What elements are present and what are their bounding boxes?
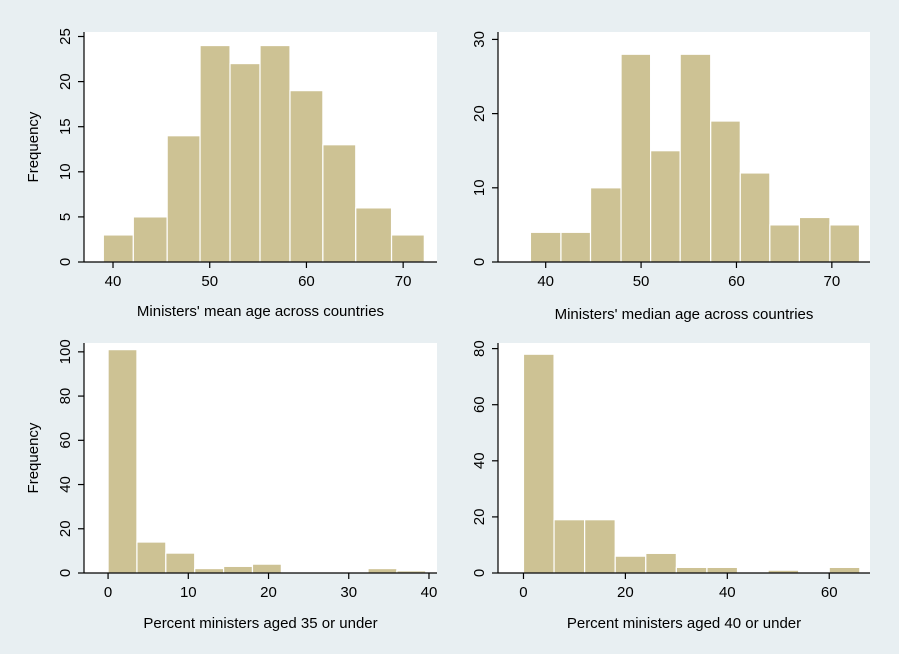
bar — [194, 567, 225, 574]
x-tick-label: 40 — [105, 273, 122, 290]
bar — [645, 552, 677, 574]
x-tick-label: 60 — [728, 273, 745, 290]
y-tick-label: 20 — [471, 105, 488, 122]
y-tick-label: 80 — [471, 340, 488, 357]
x-tick-label: 10 — [180, 584, 197, 601]
bar — [136, 541, 167, 574]
bar — [739, 172, 771, 263]
bar — [614, 555, 647, 574]
bar — [798, 216, 831, 263]
x-tick-label: 40 — [421, 584, 438, 601]
x-tick-label: 70 — [395, 273, 412, 290]
bar — [132, 216, 168, 263]
bar — [229, 62, 261, 263]
x-axis-title: Ministers' median age across countries — [555, 306, 814, 323]
y-tick-label: 20 — [57, 73, 74, 90]
y-tick-label: 40 — [471, 452, 488, 469]
x-tick-label: 40 — [537, 273, 554, 290]
x-tick-label: 0 — [519, 584, 527, 601]
x-tick-label: 60 — [821, 584, 838, 601]
bar — [589, 187, 622, 263]
y-tick-label: 10 — [471, 179, 488, 196]
x-axis-title: Percent ministers aged 40 or under — [567, 615, 801, 632]
bar — [769, 224, 801, 263]
x-tick-label: 30 — [340, 584, 357, 601]
bar — [710, 120, 741, 263]
y-tick-label: 0 — [57, 258, 74, 266]
bar — [289, 90, 324, 263]
x-tick-label: 0 — [104, 584, 112, 601]
y-axis-title: Frequency — [25, 111, 42, 182]
y-tick-label: 10 — [57, 163, 74, 180]
bar — [199, 44, 231, 263]
y-tick-label: 100 — [57, 339, 74, 364]
y-tick-label: 60 — [57, 432, 74, 449]
bar — [828, 566, 861, 574]
bar — [584, 519, 616, 574]
bar — [620, 53, 652, 263]
panel-3: 0 10 20 30 40 0 20 40 60 80 100 Percent ministers a… — [25, 339, 437, 632]
bar — [560, 231, 592, 263]
y-tick-label: 15 — [57, 118, 74, 135]
y-tick-label: 60 — [471, 396, 488, 413]
y-tick-label: 30 — [471, 31, 488, 48]
bar — [259, 44, 291, 263]
bar — [355, 207, 393, 263]
bar — [679, 53, 712, 263]
plot-area — [84, 343, 437, 573]
bar — [165, 552, 196, 574]
panel-2: 40 50 60 70 0 10 20 30 Ministers' median age acr… — [471, 31, 870, 323]
bar — [675, 566, 708, 574]
bar — [650, 150, 681, 263]
x-tick-label: 60 — [298, 273, 315, 290]
bar — [367, 567, 398, 574]
bar — [522, 353, 555, 574]
bar — [222, 565, 254, 574]
y-tick-label: 0 — [471, 569, 488, 577]
x-axis-title: Percent ministers aged 35 or under — [143, 615, 377, 632]
bar — [390, 234, 426, 263]
y-tick-label: 20 — [57, 520, 74, 537]
y-axis-title: Frequency — [25, 422, 42, 493]
bar — [166, 135, 201, 263]
x-tick-label: 70 — [824, 273, 841, 290]
bar — [529, 231, 562, 263]
bar — [706, 566, 739, 574]
bar — [553, 519, 586, 574]
y-tick-label: 0 — [471, 258, 488, 266]
y-tick-label: 80 — [57, 388, 74, 405]
y-tick-label: 5 — [57, 213, 74, 221]
x-tick-label: 40 — [719, 584, 736, 601]
x-tick-label: 50 — [633, 273, 650, 290]
y-tick-label: 40 — [57, 476, 74, 493]
x-tick-label: 20 — [260, 584, 277, 601]
y-tick-label: 20 — [471, 509, 488, 526]
bar — [251, 563, 282, 574]
bar — [107, 349, 138, 574]
x-tick-label: 20 — [617, 584, 634, 601]
panel-4: 0 20 40 60 0 20 40 60 80 Percent ministers aged 4… — [471, 340, 870, 632]
bar — [102, 234, 134, 263]
bar — [322, 144, 357, 263]
y-tick-label: 0 — [57, 569, 74, 577]
bar — [423, 234, 426, 263]
x-tick-label: 50 — [201, 273, 218, 290]
x-axis-title: Ministers' mean age across countries — [137, 303, 384, 320]
bar — [829, 224, 861, 263]
panel-1: 40 50 60 70 0 5 10 15 20 25 Ministers' mean age ac… — [25, 28, 437, 320]
y-tick-label: 25 — [57, 28, 74, 45]
